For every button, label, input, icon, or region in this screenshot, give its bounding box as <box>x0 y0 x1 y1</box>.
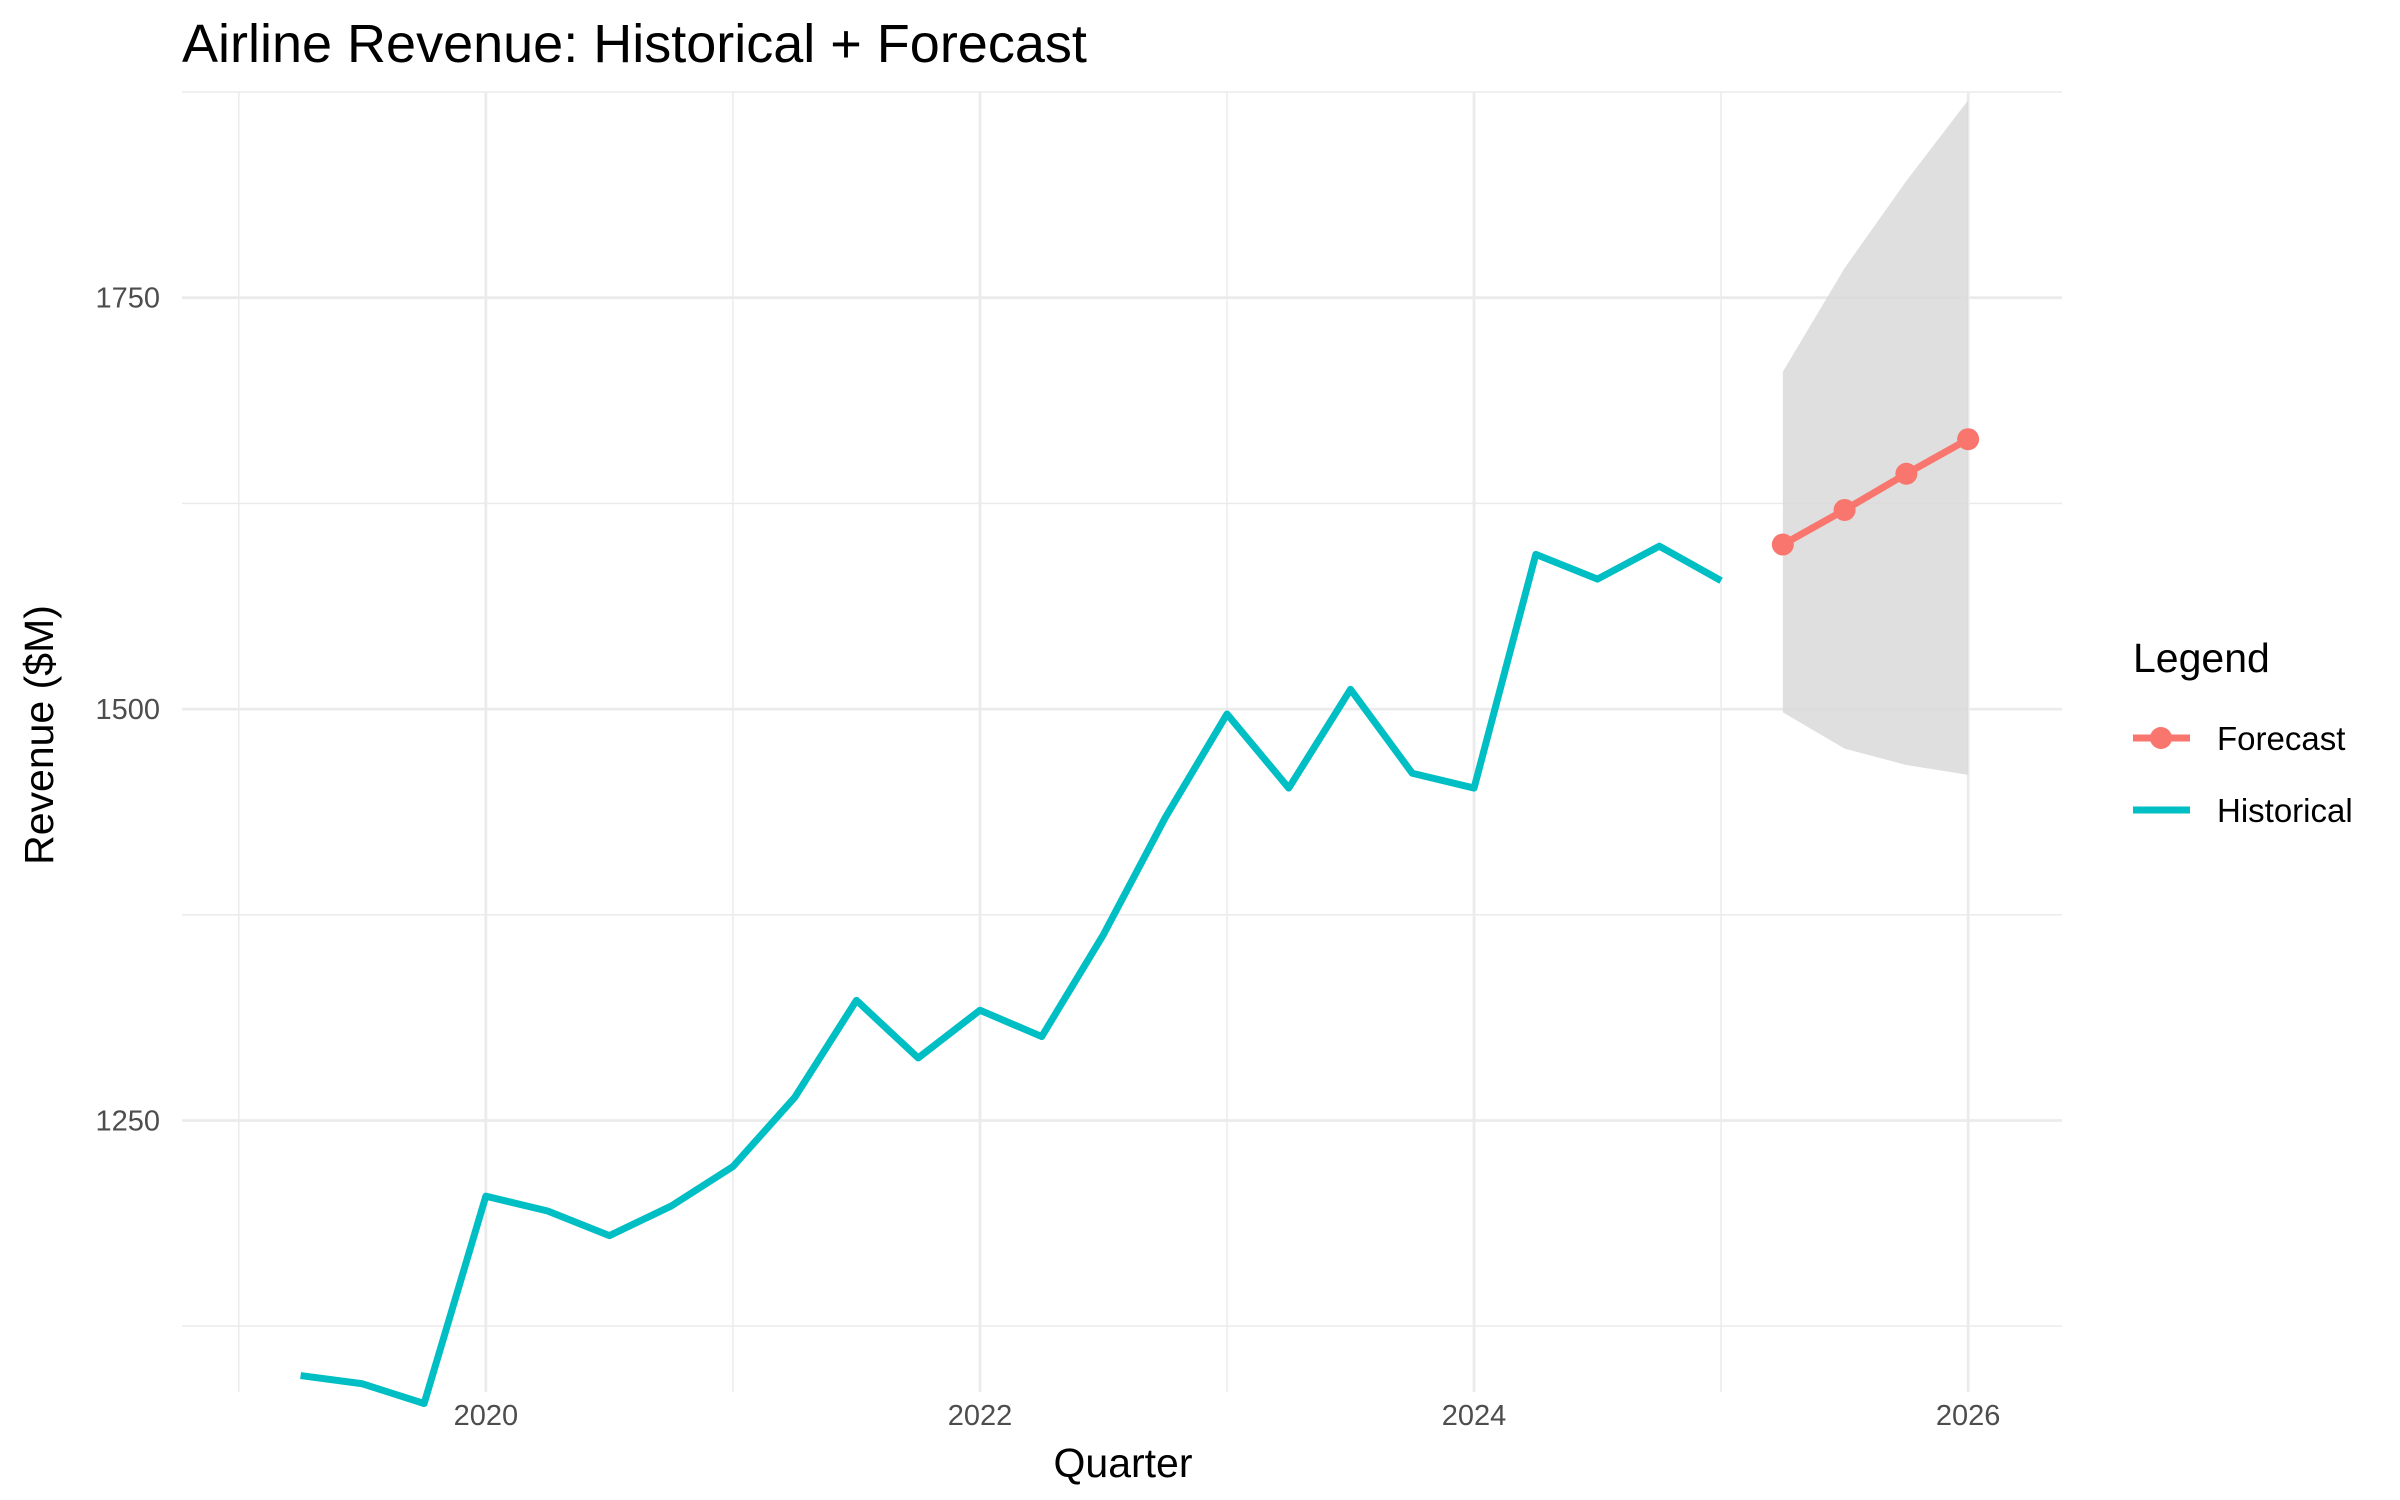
forecast-point <box>1833 498 1856 521</box>
x-axis-ticks: 2020 2022 2024 2026 <box>454 1400 2001 1432</box>
x-axis-title: Quarter <box>1054 1440 1193 1486</box>
forecast-interval <box>1782 100 1969 775</box>
forecast-interval-band <box>1782 100 1969 775</box>
historical-line <box>300 542 1723 1408</box>
grid <box>182 91 2062 1392</box>
forecast-point <box>1957 428 1980 451</box>
forecast-point <box>1771 533 1794 556</box>
y-axis-ticks: 1250 1500 1750 <box>95 283 160 1138</box>
x-tick-label: 2024 <box>1442 1400 1507 1432</box>
legend-label-historical: Historical <box>2217 792 2353 829</box>
legend-marker-forecast <box>2150 727 2172 749</box>
legend-title: Legend <box>2133 635 2270 681</box>
legend-label-forecast: Forecast <box>2217 720 2345 757</box>
series-lines <box>300 436 1970 1408</box>
y-tick-label: 1250 <box>95 1105 160 1137</box>
chart-title: Airline Revenue: Historical + Forecast <box>182 14 1087 74</box>
y-tick-label: 1500 <box>95 694 160 726</box>
x-tick-label: 2020 <box>454 1400 519 1432</box>
forecast-points <box>1771 428 1980 556</box>
y-tick-label: 1750 <box>95 283 160 315</box>
x-tick-label: 2022 <box>948 1400 1013 1432</box>
legend: Legend Forecast Historical <box>2133 635 2353 829</box>
forecast-line <box>1781 436 1970 548</box>
forecast-point <box>1895 462 1918 485</box>
x-tick-label: 2026 <box>1936 1400 2001 1432</box>
y-axis-title: Revenue ($M) <box>16 605 62 865</box>
